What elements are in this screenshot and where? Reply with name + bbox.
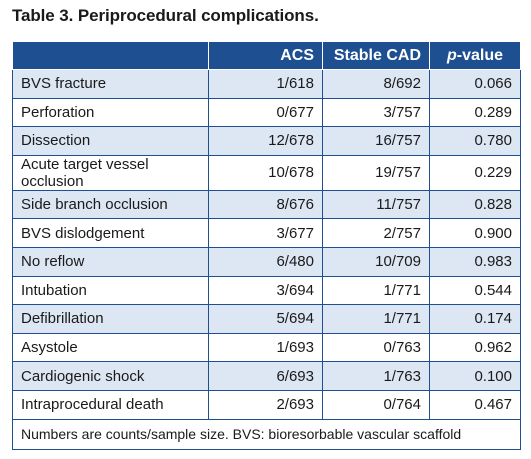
row-stable: 2/757 <box>322 218 430 248</box>
table-body: BVS fracture 1/618 8/692 0.066 Perforati… <box>12 69 521 450</box>
table-caption: Table 3. Periprocedural complications. <box>12 6 319 25</box>
row-stable: 11/757 <box>322 189 430 220</box>
row-stable: 16/757 <box>322 126 430 156</box>
table-footnote: Numbers are counts/sample size. BVS: bio… <box>12 418 521 450</box>
row-label: Cardiogenic shock <box>12 361 209 391</box>
row-p-value: 0.983 <box>429 246 521 277</box>
header-stable-label: Stable CAD <box>333 46 421 64</box>
row-p-value: 0.828 <box>429 189 521 220</box>
row-label: No reflow <box>12 246 209 277</box>
table-header-row: ACS Stable CAD p-value <box>12 41 521 70</box>
table-row: Intubation 3/694 1/771 0.544 <box>12 275 521 306</box>
table-row: Cardiogenic shock 6/693 1/763 0.100 <box>12 361 521 391</box>
table-row: BVS dislodgement 3/677 2/757 0.900 <box>12 218 521 248</box>
table-row: BVS fracture 1/618 8/692 0.066 <box>12 69 521 99</box>
table-row: Acute target vessel occlusion 10/678 19/… <box>12 154 521 191</box>
row-acs: 10/678 <box>208 154 323 191</box>
table-row: Dissection 12/678 16/757 0.780 <box>12 126 521 156</box>
row-acs: 1/693 <box>208 332 323 363</box>
row-p-value: 0.962 <box>429 332 521 363</box>
row-p-value: 0.467 <box>429 389 521 420</box>
row-acs: 2/693 <box>208 389 323 420</box>
row-stable: 3/757 <box>322 97 430 128</box>
row-p-value: 0.289 <box>429 97 521 128</box>
header-acs: ACS <box>208 41 323 70</box>
row-acs: 3/694 <box>208 275 323 306</box>
row-label: Dissection <box>12 126 209 156</box>
table-row: No reflow 6/480 10/709 0.983 <box>12 246 521 277</box>
row-stable: 8/692 <box>322 69 430 99</box>
footnote-row: Numbers are counts/sample size. BVS: bio… <box>12 418 521 450</box>
row-acs: 8/676 <box>208 189 323 220</box>
row-stable: 1/763 <box>322 361 430 391</box>
row-stable: 10/709 <box>322 246 430 277</box>
row-p-value: 0.900 <box>429 218 521 248</box>
header-p-italic: p <box>446 46 457 64</box>
row-acs: 12/678 <box>208 126 323 156</box>
row-acs: 3/677 <box>208 218 323 248</box>
table-row: Asystole 1/693 0/763 0.962 <box>12 332 521 363</box>
header-acs-label: ACS <box>280 46 314 64</box>
header-p-rest: -value <box>456 46 504 64</box>
header-label-cell <box>12 41 209 70</box>
row-stable: 0/764 <box>322 389 430 420</box>
row-acs: 6/480 <box>208 246 323 277</box>
row-label: Acute target vessel occlusion <box>12 154 209 191</box>
table-row: Perforation 0/677 3/757 0.289 <box>12 97 521 128</box>
row-label: Defibrillation <box>12 304 209 334</box>
row-p-value: 0.066 <box>429 69 521 99</box>
row-acs: 5/694 <box>208 304 323 334</box>
row-stable: 19/757 <box>322 154 430 191</box>
row-p-value: 0.100 <box>429 361 521 391</box>
header-p-value: p-value <box>429 41 521 70</box>
row-label: BVS fracture <box>12 69 209 99</box>
row-label: Intraprocedural death <box>12 389 209 420</box>
table-row: Side branch occlusion 8/676 11/757 0.828 <box>12 189 521 220</box>
row-p-value: 0.544 <box>429 275 521 306</box>
row-stable: 1/771 <box>322 304 430 334</box>
row-stable: 1/771 <box>322 275 430 306</box>
table-row: Intraprocedural death 2/693 0/764 0.467 <box>12 389 521 420</box>
header-stable-cad: Stable CAD <box>322 41 430 70</box>
row-acs: 1/618 <box>208 69 323 99</box>
row-acs: 0/677 <box>208 97 323 128</box>
row-label: Side branch occlusion <box>12 189 209 220</box>
row-p-value: 0.229 <box>429 154 521 191</box>
row-stable: 0/763 <box>322 332 430 363</box>
row-label: Perforation <box>12 97 209 128</box>
row-p-value: 0.174 <box>429 304 521 334</box>
row-label: BVS dislodgement <box>12 218 209 248</box>
row-label: Asystole <box>12 332 209 363</box>
row-p-value: 0.780 <box>429 126 521 156</box>
row-acs: 6/693 <box>208 361 323 391</box>
table-row: Defibrillation 5/694 1/771 0.174 <box>12 304 521 334</box>
complications-table: ACS Stable CAD p-value BVS fracture 1/61… <box>12 41 521 450</box>
row-label: Intubation <box>12 275 209 306</box>
